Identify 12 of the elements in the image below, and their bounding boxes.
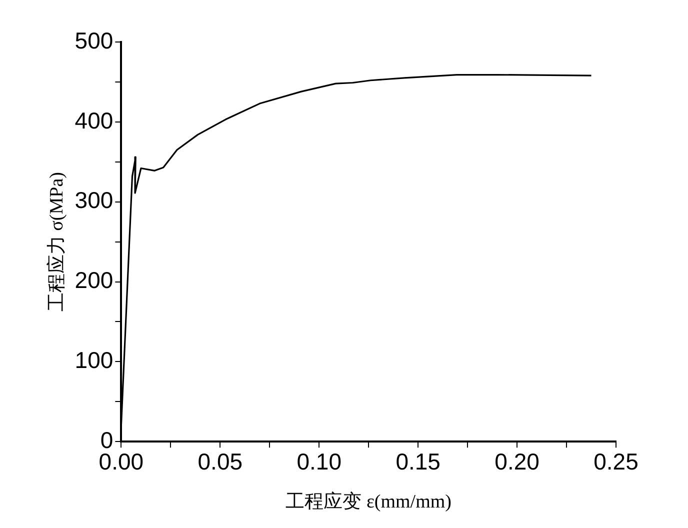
x-axis-title: 工程应变 ε(mm/mm) — [286, 490, 452, 513]
y-axis-title: 工程应力 σ(MPa) — [45, 172, 68, 312]
x-tick-label: 0.10 — [296, 448, 342, 475]
y-tick-label: 500 — [74, 27, 114, 54]
y-tick-label: 400 — [74, 107, 114, 134]
x-tick-label: 0.05 — [198, 448, 243, 475]
x-tick-label: 0.15 — [396, 448, 440, 475]
x-tick-label: 0.20 — [494, 448, 540, 475]
y-tick-label: 200 — [74, 267, 114, 294]
x-tick-label: 0.25 — [594, 448, 638, 475]
y-tick-label: 100 — [74, 347, 114, 374]
y-tick-label: 300 — [74, 187, 114, 214]
